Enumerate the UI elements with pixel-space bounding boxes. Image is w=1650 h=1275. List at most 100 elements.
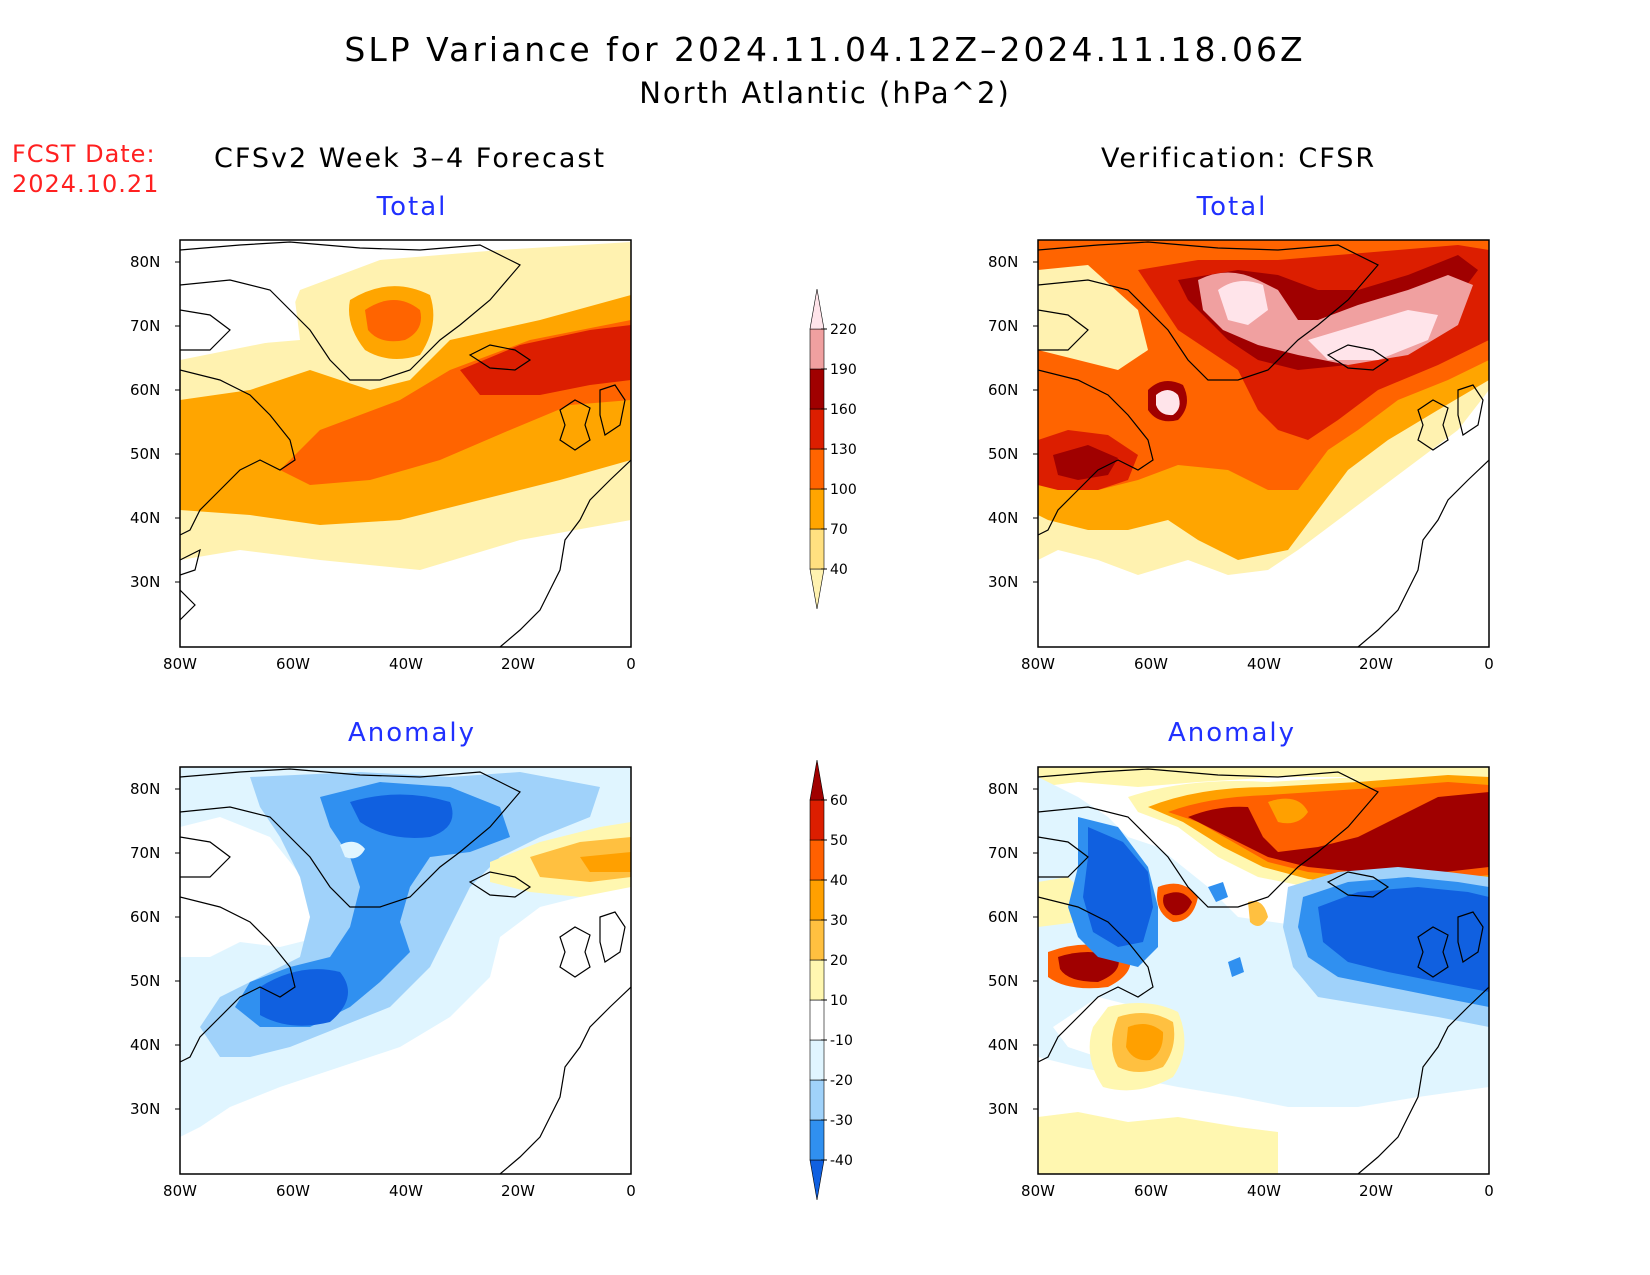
colorbar-tick-label: 220: [830, 322, 857, 338]
lon-label: 20W: [1359, 1182, 1393, 1200]
lon-label: 40W: [1247, 1182, 1281, 1200]
verification-total-lon-axis: 80W 60W 40W 20W 0: [1021, 655, 1494, 673]
forecast-total-field: [180, 240, 631, 647]
lon-label: 80W: [1021, 1182, 1055, 1200]
colorbar-tick-label: 60: [830, 793, 848, 809]
anomaly-colorbar-labels: -40 -30 -20 -10 10 20 30 40 50 60: [821, 793, 853, 1169]
colorbar-tick-label: -20: [830, 1073, 853, 1089]
verification-total-coastlines: [1038, 241, 1489, 647]
total-colorbar-labels: 40 70 100 130 160 190 220: [821, 322, 857, 578]
colorbar-tick-label: 20: [830, 953, 848, 969]
lat-label: 40N: [988, 509, 1018, 527]
lon-label: 20W: [1359, 655, 1393, 673]
forecast-column-heading: CFSv2 Week 3–4 Forecast: [214, 143, 607, 174]
lat-label: 50N: [988, 445, 1018, 463]
lat-label: 80N: [130, 780, 160, 798]
forecast-anomaly-frame: [179, 766, 632, 1175]
lon-label: 80W: [163, 655, 197, 673]
lat-label: 80N: [130, 253, 160, 271]
forecast-date: FCST Date: 2024.10.21: [12, 139, 159, 199]
figure-subtitle: North Atlantic (hPa^2): [639, 76, 1011, 110]
forecast-date-value: 2024.10.21: [12, 170, 160, 198]
colorbar-swatch: [809, 568, 825, 610]
forecast-total-frame: [179, 239, 632, 648]
forecast-date-label: FCST Date:: [12, 140, 156, 168]
lon-label: 60W: [276, 655, 310, 673]
lon-label: 0: [626, 655, 636, 673]
verification-anomaly-lon-axis: 80W 60W 40W 20W 0: [1021, 1182, 1494, 1200]
lat-label: 60N: [130, 381, 160, 399]
forecast-anomaly-lon-axis: 80W 60W 40W 20W 0: [163, 1182, 636, 1200]
lat-label: 70N: [988, 844, 1018, 862]
forecast-total-lon-axis: 80W 60W 40W 20W 0: [163, 655, 636, 673]
colorbar-tick-label: -30: [830, 1113, 853, 1129]
lon-label: 80W: [1021, 655, 1055, 673]
colorbar-swatch: [809, 999, 825, 1041]
verification-total-title: Total: [1196, 192, 1268, 222]
colorbar-swatch: [809, 1119, 825, 1161]
colorbar-tick-label: 130: [830, 442, 857, 458]
lat-label: 80N: [988, 253, 1018, 271]
verification-anomaly-coastlines: [1038, 768, 1489, 1174]
lat-label: 30N: [130, 573, 160, 591]
colorbar-swatch: [809, 919, 825, 961]
lat-label: 30N: [988, 1100, 1018, 1118]
colorbar-swatch: [809, 1159, 825, 1201]
lat-label: 50N: [988, 972, 1018, 990]
total-colorbar-swatches: [809, 288, 825, 610]
colorbar-tick-label: 160: [830, 402, 857, 418]
lon-label: 80W: [163, 1182, 197, 1200]
verification-anomaly-title: Anomaly: [1167, 718, 1297, 748]
colorbar-tick-label: -40: [830, 1153, 853, 1169]
lat-label: 30N: [130, 1100, 160, 1118]
colorbar-swatch: [809, 488, 825, 530]
verification-anomaly-lat-axis: 80N 70N 60N 50N 40N 30N: [988, 780, 1038, 1118]
lat-label: 70N: [130, 844, 160, 862]
lat-label: 80N: [988, 780, 1018, 798]
lon-label: 20W: [501, 655, 535, 673]
lat-label: 70N: [988, 317, 1018, 335]
lat-label: 40N: [130, 509, 160, 527]
colorbar-tick-label: 100: [830, 482, 857, 498]
colorbar-tick-label: 190: [830, 362, 857, 378]
lon-label: 60W: [1134, 1182, 1168, 1200]
forecast-total-lat-axis: 80N 70N 60N 50N 40N 30N: [130, 253, 180, 591]
lat-label: 50N: [130, 972, 160, 990]
anomaly-colorbar: -40 -30 -20 -10 10 20 30 40 50 60: [809, 760, 853, 1201]
lat-label: 30N: [988, 573, 1018, 591]
verification-total-field: [1038, 240, 1489, 647]
colorbar-swatch: [809, 1039, 825, 1081]
lon-label: 0: [1484, 1182, 1494, 1200]
forecast-total-title: Total: [376, 192, 448, 222]
colorbar-tick-label: 10: [830, 993, 848, 1009]
colorbar-swatch: [809, 799, 825, 841]
lat-label: 50N: [130, 445, 160, 463]
lon-label: 40W: [389, 655, 423, 673]
lon-label: 60W: [1134, 655, 1168, 673]
lat-label: 70N: [130, 317, 160, 335]
lon-label: 40W: [1247, 655, 1281, 673]
colorbar-swatch: [809, 879, 825, 921]
forecast-total-coastlines: [180, 241, 631, 647]
colorbar-swatch: [809, 1079, 825, 1121]
lon-label: 0: [1484, 655, 1494, 673]
colorbar-swatch: [809, 328, 825, 370]
lon-label: 40W: [389, 1182, 423, 1200]
colorbar-tick-label: -10: [830, 1033, 853, 1049]
forecast-total-map: 80N 70N 60N 50N 40N 30N 80W 60W 40W 20W …: [130, 239, 636, 673]
forecast-anomaly-map: 80N 70N 60N 50N 40N 30N 80W 60W 40W 20W …: [130, 766, 636, 1200]
verification-anomaly-field: [1038, 767, 1489, 1174]
lat-label: 40N: [988, 1036, 1018, 1054]
forecast-anomaly-title: Anomaly: [347, 718, 477, 748]
lat-label: 60N: [130, 908, 160, 926]
colorbar-swatch: [809, 959, 825, 1001]
forecast-anomaly-coastlines: [180, 768, 631, 1174]
colorbar-tick-label: 40: [830, 562, 848, 578]
verification-total-frame: [1037, 239, 1490, 648]
colorbar-swatch: [809, 839, 825, 881]
lat-label: 60N: [988, 381, 1018, 399]
figure-title: SLP Variance for 2024.11.04.12Z–2024.11.…: [344, 30, 1306, 69]
lat-label: 40N: [130, 1036, 160, 1054]
lat-label: 60N: [988, 908, 1018, 926]
verification-column-heading: Verification: CFSR: [1101, 143, 1377, 174]
